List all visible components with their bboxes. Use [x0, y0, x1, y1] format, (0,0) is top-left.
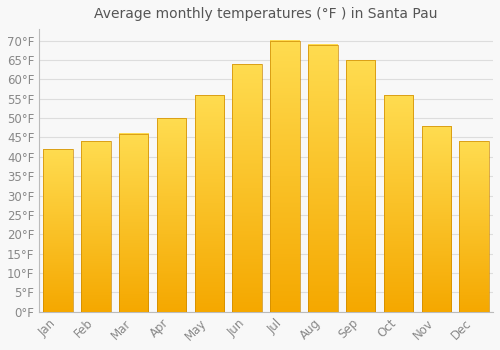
Bar — [194, 95, 224, 312]
Bar — [81, 141, 110, 312]
Bar — [308, 44, 338, 312]
Bar — [346, 60, 376, 312]
Bar — [119, 134, 148, 312]
Bar — [232, 64, 262, 312]
Bar — [44, 149, 73, 312]
Bar — [157, 118, 186, 312]
Bar — [384, 95, 413, 312]
Bar — [270, 41, 300, 312]
Bar — [460, 141, 489, 312]
Title: Average monthly temperatures (°F ) in Santa Pau: Average monthly temperatures (°F ) in Sa… — [94, 7, 438, 21]
Bar — [422, 126, 451, 312]
